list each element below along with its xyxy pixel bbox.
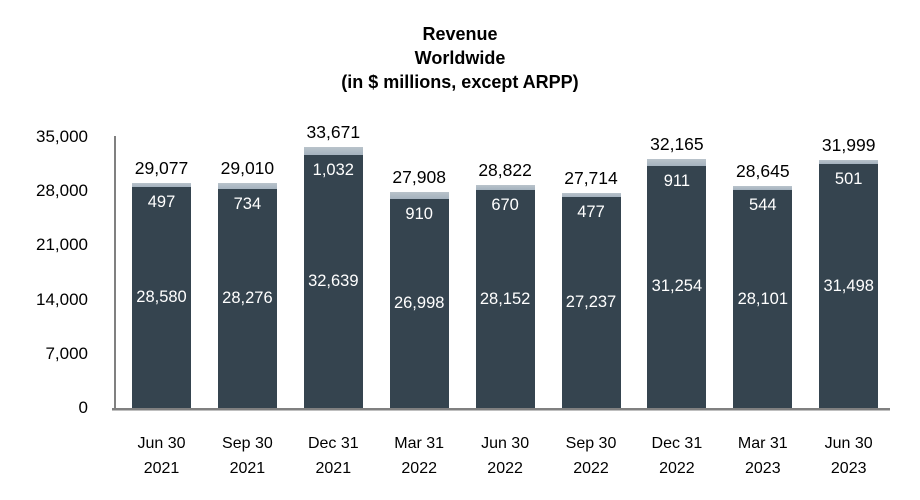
chart-title-line1: Revenue [422, 24, 498, 44]
bar-segment-bottom-label: 32,639 [308, 272, 359, 291]
bar-total-label: 31,999 [821, 135, 876, 156]
x-tick-label: Mar 31 2023 [720, 431, 806, 481]
bar-segment-top [217, 183, 277, 190]
bar-segment-bottom-label: 26,998 [393, 293, 445, 312]
bar-segment-bottom-label: 28,276 [222, 289, 273, 307]
bar-group: 28,822 670 28,152 [475, 160, 535, 408]
bar-segment-bottom: 911 31,254 [647, 165, 707, 408]
x-tick-label: Sep 30 2021 [204, 431, 290, 481]
y-tick-label: 7,000 [45, 343, 88, 363]
x-tick-date: Sep 30 [565, 435, 617, 452]
x-tick-label: Jun 30 2023 [806, 431, 892, 481]
bar-segment-top [733, 186, 793, 191]
x-tick-year: 2023 [745, 460, 781, 477]
y-tick-label: 0 [78, 398, 88, 417]
bar-group: 31,999 501 31,498 [819, 135, 879, 408]
chart-title-line3: (in $ millions, except ARPP) [341, 72, 579, 92]
x-tick-date: Sep 30 [222, 435, 273, 452]
x-tick-label: Jun 30 2022 [462, 431, 548, 481]
x-tick-date: Jun 30 [137, 435, 186, 452]
bar-segment-bottom: 544 28,101 [733, 190, 793, 408]
x-tick-year: 2021 [229, 460, 266, 477]
bar-segment-top [475, 184, 535, 191]
bar-group: 32,165 911 31,254 [647, 134, 707, 408]
y-axis-line [114, 136, 116, 410]
bar-segment-top [561, 193, 621, 198]
bar-segment-top-label: 497 [147, 192, 176, 211]
bar-segment-top [303, 147, 363, 156]
x-tick-date: Dec 31 [307, 435, 359, 452]
bar-segment-top [389, 191, 449, 199]
x-tick-label: Dec 31 2022 [634, 431, 720, 481]
x-tick-year: 2022 [401, 460, 437, 477]
bar-segment-top-label: 911 [663, 171, 691, 190]
x-tick-year: 2023 [830, 460, 867, 477]
bar-segment-bottom: 501 31,498 [819, 164, 879, 408]
x-tick-year: 2022 [573, 460, 609, 477]
x-tick-date: Mar 31 [737, 435, 788, 452]
bar-segment-bottom: 670 28,152 [475, 190, 535, 408]
x-tick-year: 2022 [487, 460, 523, 477]
bar-segment-bottom-label: 28,101 [737, 289, 789, 308]
y-tick-label: 21,000 [36, 235, 88, 255]
bar-total-label: 28,822 [478, 159, 532, 180]
bar-segment-top-label: 477 [577, 203, 605, 222]
x-tick-date: Jun 30 [824, 435, 873, 452]
x-tick-label: Jun 30 2021 [119, 431, 205, 481]
chart-title: Revenue Worldwide (in $ millions, except… [0, 22, 920, 94]
x-tick-year: 2022 [659, 460, 695, 477]
bar-group: 28,645 544 28,101 [733, 161, 793, 408]
bar-segment-top-label: 544 [749, 196, 777, 215]
bar-group: 33,671 1,032 32,639 [303, 122, 363, 408]
bar-segment-bottom: 1,032 32,639 [303, 155, 363, 408]
x-tick-year: 2021 [143, 460, 180, 477]
bar-segment-top-label: 734 [233, 195, 262, 214]
bar-group: 29,077 497 28,580 [132, 158, 191, 408]
y-tick-label: 35,000 [36, 127, 88, 146]
bar-segment-bottom: 477 27,237 [561, 197, 621, 408]
bar-segment-top-label: 670 [491, 196, 519, 215]
bar-segment-bottom: 734 28,276 [217, 189, 277, 408]
bar-group: 27,714 477 27,237 [561, 168, 621, 408]
bar-group: 27,908 910 26,998 [389, 167, 449, 408]
bar-segment-bottom: 497 28,580 [132, 186, 191, 408]
bar-segment-top [819, 160, 879, 165]
x-tick-label: Dec 31 2021 [290, 431, 376, 481]
bar-segment-top-label: 501 [834, 170, 863, 189]
x-tick-date: Jun 30 [481, 435, 530, 452]
bar-segment-bottom-label: 28,152 [479, 289, 531, 308]
bar-total-label: 28,645 [736, 161, 790, 182]
bar-segment-bottom-label: 31,254 [651, 277, 703, 296]
bar-segment-bottom: 910 26,998 [389, 198, 449, 408]
bar-segment-bottom-label: 28,580 [136, 287, 187, 306]
x-tick-date: Mar 31 [394, 435, 445, 452]
bar-group: 29,010 734 28,276 [217, 158, 277, 408]
x-tick-label: Mar 31 2022 [376, 431, 462, 481]
y-tick-label: 14,000 [36, 289, 88, 309]
chart-title-line2: Worldwide [414, 48, 506, 68]
bar-total-label: 33,671 [306, 122, 361, 143]
bar-total-label: 27,714 [564, 168, 618, 189]
bar-segment-bottom-label: 31,498 [823, 276, 874, 295]
bar-total-label: 29,010 [220, 158, 275, 179]
y-tick-label: 28,000 [36, 181, 88, 201]
x-axis-line [112, 408, 890, 411]
bar-total-label: 29,077 [134, 157, 189, 178]
bar-segment-top-label: 1,032 [312, 161, 354, 180]
bar-total-label: 27,908 [392, 166, 446, 187]
bar-segment-bottom-label: 27,237 [565, 293, 617, 312]
x-tick-date: Dec 31 [651, 435, 703, 452]
x-tick-year: 2021 [315, 460, 352, 477]
bar-total-label: 32,165 [650, 133, 704, 154]
bar-segment-top [132, 182, 191, 187]
bar-segment-top [647, 158, 707, 166]
bar-segment-top-label: 910 [405, 204, 433, 223]
x-tick-label: Sep 30 2022 [548, 431, 634, 481]
